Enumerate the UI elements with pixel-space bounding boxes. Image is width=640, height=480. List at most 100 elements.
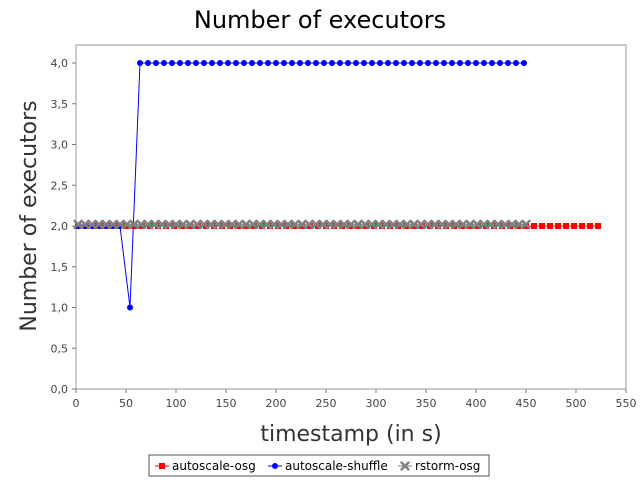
data-point-core	[307, 222, 311, 226]
data-point	[430, 219, 440, 230]
data-point-core	[524, 222, 528, 226]
x-tick-label: 300	[366, 397, 387, 410]
data-point	[369, 60, 375, 66]
x-axis-title: timestamp (in s)	[260, 422, 441, 447]
data-point	[289, 60, 295, 66]
data-point-core	[461, 222, 465, 226]
data-point-core	[475, 222, 479, 226]
data-point	[388, 219, 398, 230]
x-tick-label: 350	[416, 397, 437, 410]
y-tick-label: 0,5	[51, 342, 69, 355]
x-tick-label: 200	[266, 397, 287, 410]
data-point	[458, 219, 468, 230]
data-point	[209, 60, 215, 66]
data-point	[563, 223, 569, 229]
data-point	[579, 223, 585, 229]
data-point	[539, 223, 545, 229]
data-point	[157, 219, 167, 230]
x-axis: 0 50 100 150 200 250 300 350 400 450 500 550	[73, 389, 637, 410]
data-point	[521, 60, 527, 66]
data-point-core	[384, 222, 388, 226]
data-point-core	[188, 222, 192, 226]
y-tick-label: 2,0	[51, 220, 69, 233]
data-point	[531, 223, 537, 229]
series-rstorm-osg	[73, 219, 531, 230]
data-point-core	[104, 222, 108, 226]
y-tick-label: 3,0	[51, 139, 69, 152]
legend-label: autoscale-osg	[172, 459, 256, 473]
series-autoscale-shuffle	[75, 60, 527, 311]
data-point	[513, 60, 519, 66]
data-point	[220, 219, 230, 230]
data-point-core	[363, 222, 367, 226]
data-point	[417, 60, 423, 66]
data-point-core	[433, 222, 437, 226]
data-point	[164, 219, 174, 230]
data-point	[273, 60, 279, 66]
data-point-core	[258, 222, 262, 226]
data-point	[374, 219, 384, 230]
x-tick-label: 150	[216, 397, 237, 410]
data-point	[479, 219, 489, 230]
data-point	[127, 304, 133, 311]
data-point	[101, 219, 111, 230]
data-point	[313, 60, 319, 66]
data-point	[249, 60, 255, 66]
x-tick-label: 250	[316, 397, 337, 410]
legend: autoscale-osg autoscale-shuffle rstorm-osg	[148, 454, 490, 477]
data-point	[241, 60, 247, 66]
data-point	[311, 219, 321, 230]
data-point-core	[398, 222, 402, 226]
legend-box	[148, 454, 490, 477]
data-point	[169, 60, 175, 66]
data-point	[425, 60, 431, 66]
data-point	[199, 219, 209, 230]
data-point-core	[230, 222, 234, 226]
data-point	[339, 219, 349, 230]
data-point-core	[202, 222, 206, 226]
data-point	[177, 60, 183, 66]
legend-item-autoscale-shuffle: autoscale-shuffle	[268, 459, 388, 473]
data-point-core	[90, 222, 94, 226]
legend-item-autoscale-osg: autoscale-osg	[155, 459, 256, 473]
data-point	[489, 60, 495, 66]
data-point-core	[391, 222, 395, 226]
data-point-core	[454, 222, 458, 226]
data-point-core	[174, 222, 178, 226]
data-point	[332, 219, 342, 230]
data-point-core	[335, 222, 339, 226]
data-point	[87, 219, 97, 230]
data-point	[129, 219, 139, 230]
data-point-core	[356, 222, 360, 226]
data-point	[143, 219, 153, 230]
plot-frame	[75, 44, 627, 390]
data-point-core	[251, 222, 255, 226]
y-tick-label: 1,0	[51, 302, 69, 315]
data-point	[444, 219, 454, 230]
data-point	[171, 219, 181, 230]
data-point	[290, 219, 300, 230]
data-point-core	[146, 222, 150, 226]
data-point	[337, 60, 343, 66]
y-axis-title: Number of executors	[17, 100, 42, 331]
data-point	[514, 219, 524, 230]
data-point	[345, 60, 351, 66]
data-point-core	[286, 222, 290, 226]
data-point	[262, 219, 272, 230]
data-point	[304, 219, 314, 230]
data-point	[80, 219, 90, 230]
data-point-core	[111, 222, 115, 226]
data-point	[161, 60, 167, 66]
data-point-core	[440, 222, 444, 226]
data-point-core	[118, 222, 122, 226]
data-point	[108, 219, 118, 230]
y-tick-label: 4,0	[51, 57, 69, 70]
data-point-core	[447, 222, 451, 226]
data-point-core	[370, 222, 374, 226]
data-point	[472, 219, 482, 230]
data-point	[385, 60, 391, 66]
data-point	[493, 219, 503, 230]
series-layer	[73, 60, 601, 311]
y-tick-label: 0,0	[51, 383, 69, 396]
data-point-core	[237, 222, 241, 226]
